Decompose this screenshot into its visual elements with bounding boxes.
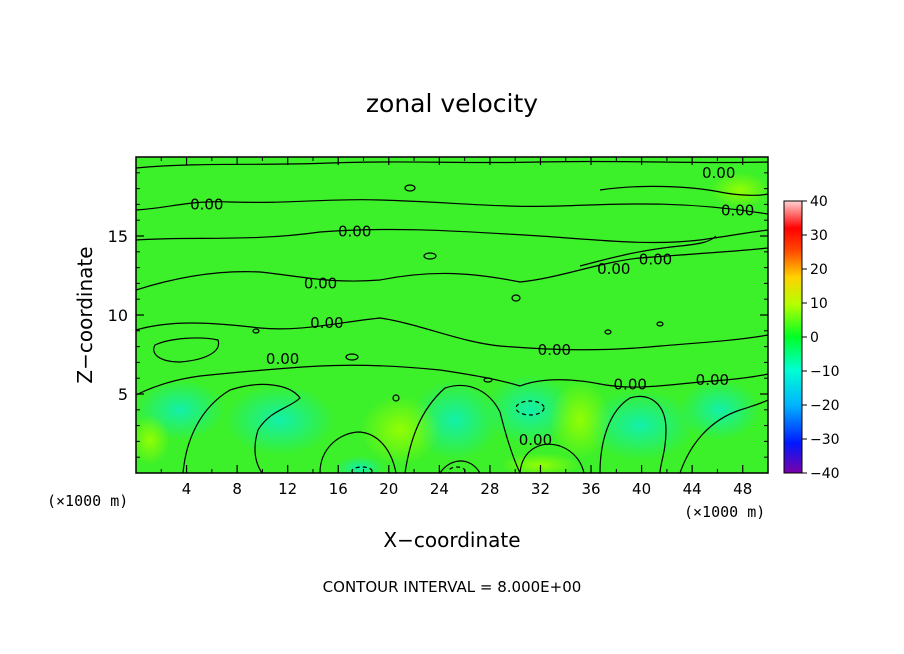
x-tick-label: 36 xyxy=(581,480,600,498)
x-tick-label: 4 xyxy=(182,480,192,498)
contour-label: 0.00 xyxy=(597,260,630,278)
x-tick-label: 8 xyxy=(232,480,242,498)
contour-label: 0.00 xyxy=(702,164,735,182)
contour-label: 0.00 xyxy=(304,274,337,292)
x-tick-label: 48 xyxy=(733,480,752,498)
contour-label: 0.00 xyxy=(310,314,343,332)
x-tick-label: 20 xyxy=(379,480,398,498)
x-tick-label: 40 xyxy=(632,480,651,498)
contour-label: 0.00 xyxy=(266,350,299,368)
x-tick-label: 28 xyxy=(480,480,499,498)
colorbar-tick-label: 0 xyxy=(810,330,819,346)
contour-label: 0.00 xyxy=(614,376,647,394)
colorbar-tick-label: 20 xyxy=(810,262,828,278)
colorbar-tick-label: −20 xyxy=(810,398,840,414)
x-tick-label: 12 xyxy=(278,480,297,498)
contour-label: 0.00 xyxy=(639,251,672,269)
colorbar-tick-label: −40 xyxy=(810,466,840,482)
x-tick-label: 32 xyxy=(531,480,550,498)
colorbar-tick-label: 40 xyxy=(810,194,828,210)
contour-label: 0.00 xyxy=(338,222,371,240)
y-tick-label: 5 xyxy=(118,385,128,404)
x-tick-label: 24 xyxy=(430,480,449,498)
y-tick-label: 10 xyxy=(108,306,128,325)
x-axis-ticks: 4 8 12 16 20 24 28 32 36 40 44 48 xyxy=(160,157,752,498)
colorbar: 40 30 20 10 0 −10 −20 −30 −40 xyxy=(783,194,840,482)
field-anomalies xyxy=(136,172,768,473)
colorbar-tick-label: 30 xyxy=(810,228,828,244)
plot-area: 0.00 0.00 0.00 0.00 0.00 0.00 0.00 0.00 0.00 0.00… xyxy=(136,157,768,473)
colorbar-tick-label: 10 xyxy=(810,296,828,312)
contour-label: 0.00 xyxy=(696,371,729,389)
contour-label: 0.00 xyxy=(721,202,754,220)
y-axis-ticks: 5 10 15 xyxy=(108,172,768,458)
y-axis-label: Z−coordinate xyxy=(73,246,97,383)
colorbar-tick-label: −10 xyxy=(810,364,840,380)
x-tick-label: 44 xyxy=(683,480,702,498)
contour-labels: 0.00 0.00 0.00 0.00 0.00 0.00 0.00 0.00 0.00 0.00… xyxy=(190,164,754,449)
x-unit-left: (×1000 m) xyxy=(47,492,128,510)
colorbar-gradient xyxy=(783,200,803,474)
contour-label: 0.00 xyxy=(519,431,552,449)
contour-interval-note: CONTOUR INTERVAL = 8.000E+00 xyxy=(323,578,582,596)
y-tick-label: 15 xyxy=(108,227,128,246)
contour-label: 0.00 xyxy=(190,195,223,213)
x-axis-label: X−coordinate xyxy=(383,528,520,552)
chart-title: zonal velocity xyxy=(366,89,538,118)
colorbar-ticks: 40 30 20 10 0 −10 −20 −30 −40 xyxy=(802,194,840,482)
x-tick-label: 16 xyxy=(329,480,348,498)
x-unit-right: (×1000 m) xyxy=(684,503,765,521)
contour-label: 0.00 xyxy=(538,341,571,359)
colorbar-tick-label: −30 xyxy=(810,432,840,448)
